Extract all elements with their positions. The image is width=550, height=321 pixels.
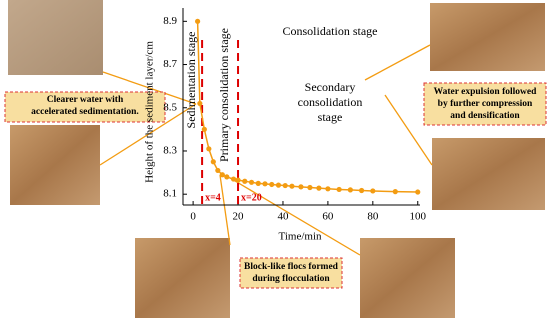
point [197, 100, 203, 107]
callout-text: accelerated sedimentation. [31, 107, 139, 117]
stage-label: Primary consolidation stage [217, 28, 231, 162]
point [195, 18, 201, 24]
point [206, 146, 212, 152]
stage-line-label: x=4 [205, 192, 221, 203]
point [298, 184, 304, 190]
stage-label: Sedimentation stage [184, 32, 198, 129]
x-tick-label: 100 [410, 211, 427, 223]
x-tick-label: 60 [322, 211, 334, 223]
callout-text: by further compression [438, 99, 533, 109]
point [215, 167, 221, 174]
photo [360, 238, 455, 318]
y-axis-title: Height of the sediment layer/cm [144, 41, 156, 183]
x-axis-title: Time/min [279, 231, 322, 243]
point [269, 181, 275, 188]
point [307, 184, 313, 191]
point [370, 188, 376, 194]
point [248, 179, 255, 185]
point [282, 182, 288, 189]
point [242, 178, 248, 184]
photo [135, 238, 230, 318]
callout-text: Block-like flocs formed [244, 262, 339, 272]
point [275, 182, 282, 188]
point [325, 186, 331, 192]
y-tick-label: 8.7 [163, 58, 177, 70]
callout-box [423, 82, 547, 126]
point [224, 174, 230, 180]
callout-text: Clearer water with [47, 95, 124, 105]
stage-label: consolidation [298, 95, 363, 109]
point [262, 181, 268, 187]
point [392, 189, 398, 195]
stage-label: stage [318, 110, 343, 124]
point [289, 183, 295, 189]
point [358, 187, 365, 194]
point [235, 177, 241, 183]
callout-box [4, 91, 166, 123]
x-tick-label: 0 [190, 211, 196, 223]
photo [8, 0, 103, 75]
photo [432, 138, 545, 210]
point [336, 186, 342, 193]
stage-label: Consolidation stage [283, 24, 378, 38]
stage-line-label: x=20 [241, 192, 262, 203]
x-tick-label: 20 [233, 211, 245, 223]
point [415, 189, 421, 195]
y-tick-label: 8.9 [163, 15, 177, 27]
y-tick-label: 8.3 [163, 145, 177, 157]
y-tick-label: 8.1 [163, 188, 177, 200]
point [230, 176, 237, 182]
callout-text: Water expulsion followed [434, 87, 537, 97]
y-tick-label: 8.5 [163, 101, 177, 113]
point [255, 180, 261, 186]
point [347, 187, 353, 193]
callout-box [239, 257, 343, 289]
point [316, 185, 322, 191]
photo [10, 125, 100, 205]
point [201, 126, 207, 132]
point [210, 159, 216, 165]
callout-text: and densification [450, 111, 520, 121]
arrows [99, 44, 433, 256]
x-tick-label: 80 [367, 211, 379, 223]
line [196, 21, 418, 193]
x-tick-label: 40 [277, 211, 289, 223]
stage-label: Secondary [305, 80, 356, 94]
point [219, 172, 225, 178]
callout-text: during flocculation [252, 274, 330, 284]
photo [430, 3, 545, 71]
